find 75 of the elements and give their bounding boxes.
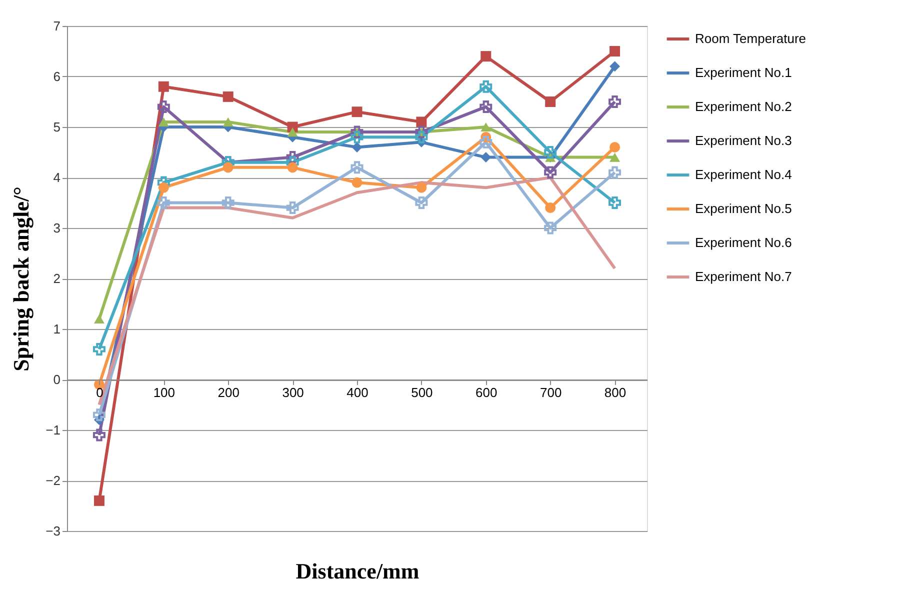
point	[610, 46, 620, 56]
point	[480, 152, 492, 163]
point	[480, 122, 492, 132]
x-tick-label: 400	[346, 385, 368, 400]
x-tick-label: 0	[96, 385, 104, 400]
point	[416, 116, 427, 128]
point	[287, 162, 298, 173]
y-tick-label: −3	[46, 524, 60, 538]
point	[157, 100, 170, 114]
point	[415, 196, 428, 209]
point	[158, 81, 169, 92]
point	[222, 196, 234, 209]
point	[92, 428, 106, 442]
point	[480, 100, 492, 114]
y-tick-label: 0	[53, 372, 60, 387]
x-tick-label: 500	[411, 385, 433, 400]
legend-label: Experiment No.6	[695, 235, 792, 250]
x-tick-label: 100	[153, 385, 176, 400]
y-tick-label: 1	[53, 322, 60, 336]
y-axis-title: Spring back angle/°	[8, 186, 34, 372]
point	[287, 128, 298, 137]
point	[94, 314, 104, 324]
point	[610, 61, 620, 72]
legend-label: Experiment No.2	[695, 99, 792, 114]
point	[610, 142, 620, 152]
x-tick-label: 300	[282, 385, 304, 400]
point	[92, 408, 106, 422]
point	[545, 202, 556, 214]
point	[416, 182, 427, 193]
legend-label: Experiment No.1	[695, 65, 792, 80]
point	[544, 146, 557, 158]
point	[222, 162, 234, 173]
legend-label: Experiment No.3	[695, 133, 792, 148]
point	[352, 106, 362, 118]
point	[158, 182, 169, 193]
point	[350, 161, 364, 174]
point	[352, 177, 362, 188]
point	[222, 117, 234, 126]
y-tick-label: 5	[53, 120, 60, 134]
point	[352, 142, 362, 152]
legend-label: Experiment No.7	[695, 269, 792, 284]
point	[92, 342, 106, 356]
legend-label: Experiment No.5	[695, 201, 792, 216]
x-tick-label: 200	[218, 385, 240, 400]
y-tick-label: 3	[53, 220, 60, 236]
point	[94, 495, 104, 506]
point	[610, 152, 620, 162]
point	[608, 96, 622, 108]
x-tick-label: 700	[540, 385, 562, 400]
point	[350, 130, 364, 144]
point	[286, 202, 299, 214]
y-tick-label: −2	[46, 473, 60, 488]
point	[480, 136, 492, 148]
point	[415, 130, 428, 144]
point	[480, 80, 492, 93]
point	[158, 117, 169, 126]
point	[608, 166, 622, 179]
x-tick-label: 600	[476, 385, 498, 400]
y-tick-label: −1	[46, 422, 60, 438]
legend-label: Room Temperature	[695, 31, 806, 46]
point	[286, 151, 299, 164]
point	[608, 196, 622, 209]
point	[157, 196, 170, 209]
y-tick-label: 4	[53, 170, 60, 185]
point	[480, 51, 492, 62]
x-tick-label: 800	[604, 385, 626, 400]
point	[222, 91, 234, 102]
y-tick-label: 7	[53, 18, 60, 34]
x-axis-title: Distance/mm	[296, 558, 420, 584]
legend-label: Experiment No.4	[695, 167, 792, 182]
point	[545, 96, 556, 107]
y-tick-label: 6	[53, 69, 60, 84]
y-tick-label: 2	[53, 271, 60, 286]
point	[544, 222, 557, 234]
point	[544, 166, 557, 179]
